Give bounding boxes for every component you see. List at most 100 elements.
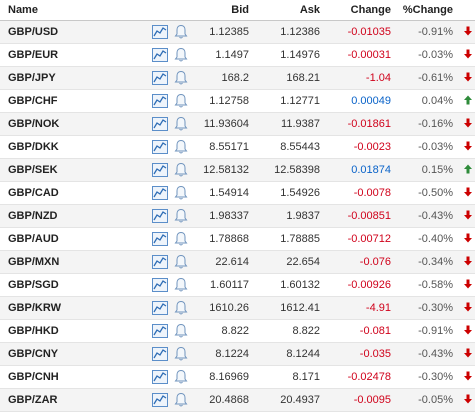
table-row[interactable]: GBP/JPY 168.2 168.21 -1.04 -0.61% [0, 66, 475, 90]
alert-bell-icon[interactable] [174, 369, 188, 385]
pair-name-cell: GBP/CNH [0, 365, 150, 389]
alert-bell-icon[interactable] [174, 162, 188, 178]
pct-change-value: -0.03% [418, 141, 453, 153]
chart-icon[interactable] [152, 186, 168, 200]
table-row[interactable]: GBP/EUR 1.1497 1.14976 -0.00031 -0.03% [0, 43, 475, 67]
table-row[interactable]: GBP/KRW 1610.26 1612.41 -4.91 -0.30% [0, 296, 475, 320]
down-arrow-icon [463, 233, 473, 243]
table-row[interactable]: GBP/AUD 1.78868 1.78885 -0.00712 -0.40% [0, 227, 475, 251]
table-row[interactable]: GBP/CHF 1.12758 1.12771 0.00049 0.04% [0, 89, 475, 113]
direction-cell [453, 227, 475, 251]
table-header-row: Name Bid Ask Change %Change [0, 0, 475, 21]
alert-bell-icon[interactable] [174, 231, 188, 247]
pair-name-cell: GBP/JPY [0, 66, 150, 90]
chart-icon[interactable] [152, 209, 168, 223]
pair-link[interactable]: GBP/EUR [8, 49, 59, 61]
pair-link[interactable]: GBP/KRW [8, 302, 61, 314]
column-header-ask[interactable]: Ask [249, 0, 320, 21]
pair-link[interactable]: GBP/CHF [8, 95, 58, 107]
alert-bell-icon[interactable] [174, 208, 188, 224]
table-row[interactable]: GBP/HKD 8.822 8.822 -0.081 -0.91% [0, 319, 475, 343]
alert-bell-icon[interactable] [174, 254, 188, 270]
table-row[interactable]: GBP/CNH 8.16969 8.171 -0.02478 -0.30% [0, 365, 475, 389]
chart-icon[interactable] [152, 94, 168, 108]
alert-bell-icon[interactable] [174, 93, 188, 109]
row-icons-cell [150, 135, 195, 159]
chart-icon[interactable] [152, 163, 168, 177]
chart-icon[interactable] [152, 117, 168, 131]
pair-link[interactable]: GBP/CAD [8, 187, 59, 199]
chart-icon[interactable] [152, 71, 168, 85]
pct-change-value: -0.43% [418, 348, 453, 360]
pair-link[interactable]: GBP/NOK [8, 118, 60, 130]
pair-link[interactable]: GBP/CNY [8, 348, 59, 360]
alert-bell-icon[interactable] [174, 346, 188, 362]
alert-bell-icon[interactable] [174, 116, 188, 132]
pair-name-cell: GBP/CHF [0, 89, 150, 113]
pair-link[interactable]: GBP/CNH [8, 371, 59, 383]
table-row[interactable]: GBP/USD 1.12385 1.12386 -0.01035 -0.91% [0, 20, 475, 44]
table-row[interactable]: GBP/ZAR 20.4868 20.4937 -0.0095 -0.05% [0, 388, 475, 412]
table-row[interactable]: GBP/NOK 11.93604 11.9387 -0.01861 -0.16% [0, 112, 475, 136]
row-icons-cell [150, 89, 195, 113]
pair-link[interactable]: GBP/NZD [8, 210, 58, 222]
column-header-direction [453, 0, 475, 21]
chart-icon[interactable] [152, 347, 168, 361]
table-row[interactable]: GBP/DKK 8.55171 8.55443 -0.0023 -0.03% [0, 135, 475, 159]
chart-icon[interactable] [152, 301, 168, 315]
table-row[interactable]: GBP/CNY 8.1224 8.1244 -0.035 -0.43% [0, 342, 475, 366]
pair-link[interactable]: GBP/SGD [8, 279, 59, 291]
chart-icon[interactable] [152, 278, 168, 292]
table-row[interactable]: GBP/NZD 1.98337 1.9837 -0.00851 -0.43% [0, 204, 475, 228]
alert-bell-icon[interactable] [174, 47, 188, 63]
down-arrow-icon [463, 302, 473, 312]
direction-cell [453, 273, 475, 297]
table-row[interactable]: GBP/MXN 22.614 22.654 -0.076 -0.34% [0, 250, 475, 274]
ask-cell: 8.55443 [249, 135, 320, 159]
chart-icon[interactable] [152, 232, 168, 246]
chart-icon[interactable] [152, 140, 168, 154]
pair-link[interactable]: GBP/JPY [8, 72, 56, 84]
alert-bell-icon[interactable] [174, 277, 188, 293]
alert-bell-icon[interactable] [174, 24, 188, 40]
alert-bell-icon[interactable] [174, 185, 188, 201]
direction-cell [453, 250, 475, 274]
alert-bell-icon[interactable] [174, 70, 188, 86]
column-header-bid[interactable]: Bid [195, 0, 249, 21]
alert-bell-icon[interactable] [174, 300, 188, 316]
alert-bell-icon[interactable] [174, 323, 188, 339]
table-row[interactable]: GBP/SEK 12.58132 12.58398 0.01874 0.15% [0, 158, 475, 182]
ask-cell: 1.12386 [249, 20, 320, 44]
row-icons-cell [150, 388, 195, 412]
chart-icon[interactable] [152, 393, 168, 407]
chart-icon[interactable] [152, 48, 168, 62]
pair-link[interactable]: GBP/DKK [8, 141, 59, 153]
bid-cell: 168.2 [195, 66, 249, 90]
pair-link[interactable]: GBP/USD [8, 26, 59, 38]
pct-change-value: -0.40% [418, 233, 453, 245]
pair-link[interactable]: GBP/ZAR [8, 394, 58, 406]
chart-icon[interactable] [152, 324, 168, 338]
pair-link[interactable]: GBP/SEK [8, 164, 58, 176]
column-header-pct-change[interactable]: %Change [391, 0, 453, 21]
direction-cell [453, 135, 475, 159]
chart-icon[interactable] [152, 370, 168, 384]
change-cell: -0.00851 [320, 204, 391, 228]
table-row[interactable]: GBP/CAD 1.54914 1.54926 -0.0078 -0.50% [0, 181, 475, 205]
chart-icon[interactable] [152, 255, 168, 269]
column-header-change[interactable]: Change [320, 0, 391, 21]
alert-bell-icon[interactable] [174, 392, 188, 408]
ask-cell: 168.21 [249, 66, 320, 90]
alert-bell-icon[interactable] [174, 139, 188, 155]
pct-change-value: -0.34% [418, 256, 453, 268]
pair-link[interactable]: GBP/AUD [8, 233, 59, 245]
direction-cell [453, 296, 475, 320]
pair-link[interactable]: GBP/HKD [8, 325, 59, 337]
change-cell: -1.04 [320, 66, 391, 90]
direction-cell [453, 158, 475, 182]
pair-link[interactable]: GBP/MXN [8, 256, 60, 268]
column-header-name[interactable]: Name [0, 0, 150, 21]
chart-icon[interactable] [152, 25, 168, 39]
change-cell: -0.00926 [320, 273, 391, 297]
table-row[interactable]: GBP/SGD 1.60117 1.60132 -0.00926 -0.58% [0, 273, 475, 297]
